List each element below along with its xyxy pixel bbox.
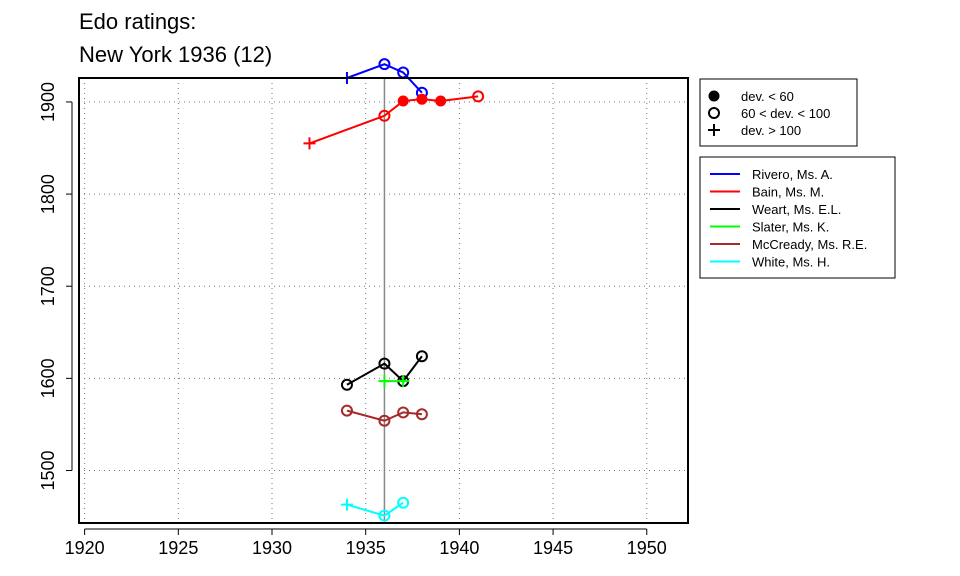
series-line [309, 95, 479, 145]
legend-symbol-label: 60 < dev. < 100 [741, 106, 830, 121]
legend-series-label: Weart, Ms. E.L. [752, 202, 841, 217]
series-line [346, 501, 404, 517]
legend-series-label: Bain, Ms. M. [752, 185, 824, 200]
data-point [378, 109, 391, 122]
legend-symbol-marker [708, 107, 720, 119]
data-point [397, 375, 410, 388]
x-tick-label: 1925 [158, 538, 198, 558]
legend-symbol-marker [708, 90, 720, 102]
data-point [397, 496, 410, 509]
y-tick-label: 1900 [38, 82, 58, 122]
series-layer [303, 58, 485, 522]
y-tick-label: 1700 [38, 266, 58, 306]
y-tick-label: 1500 [38, 450, 58, 490]
symbol-legend: dev. < 60 60 < dev. < 100 dev. > 100 [699, 78, 858, 147]
data-point [415, 408, 428, 421]
y-tick-label: 1600 [38, 358, 58, 398]
data-point [378, 375, 391, 388]
x-tick-label: 1935 [346, 538, 386, 558]
data-point [303, 137, 316, 150]
y-tick-label: 1800 [38, 174, 58, 214]
series-4 [340, 404, 428, 427]
chart-title-line-2: New York 1936 (12) [79, 42, 272, 67]
data-point [416, 93, 428, 105]
series-5 [340, 496, 410, 522]
data-point [435, 95, 447, 107]
data-point [378, 357, 391, 370]
legend-symbol-marker [708, 124, 720, 136]
series-legend-box [699, 156, 896, 279]
data-point [378, 58, 391, 71]
x-tick-label: 1950 [627, 538, 667, 558]
series-line [346, 409, 423, 422]
legend-symbol-label: dev. > 100 [741, 123, 801, 138]
data-point [340, 498, 353, 511]
data-point [397, 406, 410, 419]
x-tick-label: 1930 [252, 538, 292, 558]
series-legend: Rivero, Ms. A. Bain, Ms. M. Weart, Ms. E.L… [699, 156, 896, 279]
plot-frame [78, 77, 689, 524]
legend-series-label: White, Ms. H. [752, 255, 830, 270]
x-tick-label: 1945 [533, 538, 573, 558]
data-point [340, 378, 353, 391]
chart-title-line-1: Edo ratings: [79, 9, 196, 34]
symbol-legend-box [699, 78, 858, 147]
x-tick-label: 1940 [439, 538, 479, 558]
legend-symbol-label: dev. < 60 [741, 89, 794, 104]
data-point [378, 414, 391, 427]
data-point [397, 95, 409, 107]
grid [79, 78, 688, 523]
legend-series-label: Rivero, Ms. A. [752, 167, 833, 182]
data-point [340, 404, 353, 417]
series-line [346, 63, 423, 94]
legend-series-label: McCready, Ms. R.E. [752, 237, 867, 252]
y-axis: 1500 1600 1700 1800 1900 [38, 82, 73, 491]
data-point [378, 509, 391, 522]
x-axis: 1920 1925 1930 1935 1940 1945 1950 [65, 528, 667, 558]
x-tick-label: 1920 [65, 538, 105, 558]
data-point [415, 350, 428, 363]
series-3 [378, 375, 410, 388]
series-line [346, 355, 423, 386]
legend-series-label: Slater, Ms. K. [752, 220, 829, 235]
series-1 [303, 90, 485, 150]
data-point [472, 90, 485, 103]
